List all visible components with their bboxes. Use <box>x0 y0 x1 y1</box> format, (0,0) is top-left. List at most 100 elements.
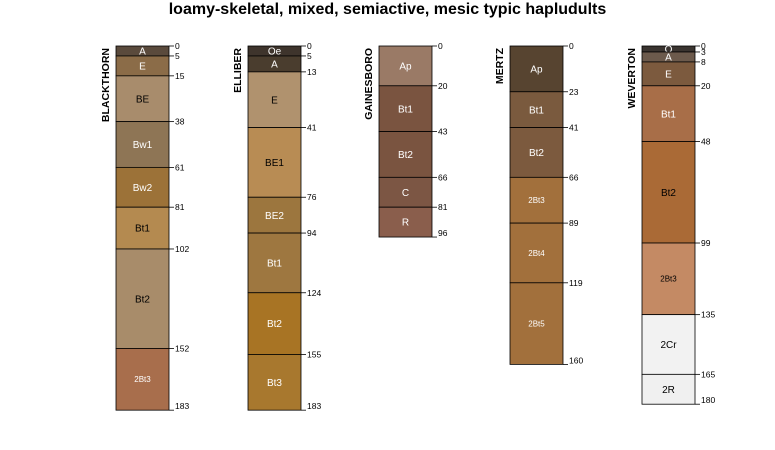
horizon-label: E <box>271 95 278 106</box>
horizon-label: 2Cr <box>660 340 677 351</box>
depth-tick-label: 135 <box>701 310 715 320</box>
profile-elliber: Oe A E BE1 BE2 Bt1 Bt2 Bt3 05 13 41 76 94 124 155 183 EL… <box>232 41 321 411</box>
depth-tick-label: 5 <box>175 51 180 61</box>
horizon-gainesboro-bt2 <box>378 131 433 178</box>
horizon-label: Bt1 <box>529 105 544 116</box>
horizon-label: BE1 <box>265 158 284 169</box>
horizon-label: Bt2 <box>529 148 544 159</box>
horizon-label: Ap <box>399 62 412 73</box>
depth-tick-label: 96 <box>438 228 448 238</box>
depth-tick-label: 8 <box>701 57 706 67</box>
profile-name-elliber: ELLIBER <box>232 48 244 93</box>
horizon-label: 2Bt3 <box>134 375 151 384</box>
depth-tick-label: 20 <box>438 81 448 91</box>
depth-tick-label: 0 <box>438 41 443 51</box>
horizon-blackthorn-bt2 <box>115 248 170 349</box>
horizon-label: Oe <box>268 47 282 58</box>
depth-tick-label: 155 <box>307 349 321 359</box>
depth-tick-label: 183 <box>307 401 321 411</box>
horizon-gainesboro-bt1 <box>378 85 433 132</box>
horizon-label: A <box>139 47 146 58</box>
horizon-gainesboro-r <box>378 206 433 238</box>
depth-tick-label: 165 <box>701 369 715 379</box>
profile-gainesboro: Ap Bt1 Bt2 C R 0 20 43 66 81 96 GAINESBORO <box>363 41 448 238</box>
depth-tick-label: 89 <box>569 218 579 228</box>
horizon-elliber-be1 <box>247 127 302 198</box>
horizon-blackthorn-bw1 <box>115 121 170 168</box>
horizon-label: Bt2 <box>661 188 676 199</box>
depth-tick-label: 183 <box>175 401 189 411</box>
profile-name-blackthorn: BLACKTHORN <box>100 48 112 122</box>
depth-tick-label: 5 <box>307 51 312 61</box>
depth-tick-label: 94 <box>307 228 317 238</box>
depth-tick-label: 102 <box>175 244 189 254</box>
horizon-mertz-bt2 <box>509 127 564 178</box>
horizon-gainesboro-c <box>378 176 433 208</box>
depth-tick-label: 41 <box>569 123 579 133</box>
horizon-label: 2Bt4 <box>528 249 545 258</box>
horizon-label: Bt1 <box>398 104 413 115</box>
profile-name-mertz: MERTZ <box>494 47 506 84</box>
horizon-label: Bt2 <box>267 319 282 330</box>
depth-tick-label: 66 <box>569 172 579 182</box>
horizon-gainesboro-ap <box>378 45 433 87</box>
horizon-weverton-bt1 <box>641 85 696 142</box>
chart-title: loamy-skeletal, mixed, semiactive, mesic… <box>168 1 607 18</box>
depth-tick-label: 13 <box>307 67 317 77</box>
depth-tick-label: 66 <box>438 172 448 182</box>
profile-name-gainesboro: GAINESBORO <box>363 48 375 120</box>
profile-blackthorn: AE BE Bw1 Bw2 Bt1 Bt2 2Bt3 05 15 38 61 81 102 152 183 B… <box>100 41 189 411</box>
horizon-weverton-bt2 <box>641 141 696 244</box>
horizon-mertz-ap <box>509 45 564 93</box>
horizon-blackthorn-2bt3 <box>115 348 170 411</box>
depth-tick-label: 119 <box>569 278 583 288</box>
horizon-label: 2Bt3 <box>528 196 545 205</box>
horizon-label: A <box>665 53 672 64</box>
horizon-weverton-2bt3 <box>641 242 696 316</box>
horizon-label: Ap <box>530 64 543 75</box>
depth-tick-label: 152 <box>175 343 189 353</box>
horizon-mertz-2bt5 <box>509 282 564 365</box>
depth-tick-label: 23 <box>569 87 579 97</box>
depth-tick-label: 0 <box>701 41 706 51</box>
horizon-mertz-2bt3 <box>509 176 564 224</box>
horizon-label: Bt1 <box>267 259 282 270</box>
horizon-elliber-bt1 <box>247 232 302 294</box>
horizon-blackthorn-bt1 <box>115 206 170 250</box>
horizon-label: Bt2 <box>135 294 150 305</box>
horizon-label: Bt2 <box>398 150 413 161</box>
depth-tick-label: 180 <box>701 395 715 405</box>
depth-tick-label: 48 <box>701 137 711 147</box>
horizon-label: Bw2 <box>133 183 153 194</box>
horizon-label: E <box>665 69 672 80</box>
depth-tick-label: 61 <box>175 162 185 172</box>
depth-tick-label: 124 <box>307 288 321 298</box>
depth-tick-label: 43 <box>438 127 448 137</box>
horizon-mertz-bt1 <box>509 91 564 128</box>
horizon-label: 2Bt5 <box>528 319 545 328</box>
horizon-label: BE2 <box>265 211 284 222</box>
depth-tick-label: 0 <box>175 41 180 51</box>
horizon-mertz-2bt4 <box>509 222 564 284</box>
horizon-label: R <box>402 218 409 229</box>
horizon-weverton-2r <box>641 373 696 405</box>
horizon-elliber-e <box>247 71 302 128</box>
horizon-elliber-be2 <box>247 196 302 234</box>
horizon-label: A <box>271 60 278 71</box>
profile-mertz: Ap Bt1 Bt2 2Bt3 2Bt4 2Bt5 0 23 41 66 89 119 160 MERTZ <box>494 41 583 365</box>
horizon-label: E <box>139 62 146 73</box>
horizon-weverton-2cr <box>641 314 696 375</box>
horizon-label: C <box>402 188 409 199</box>
horizon-label: BE <box>136 94 150 105</box>
depth-tick-label: 20 <box>701 81 711 91</box>
horizon-label: 2Bt3 <box>660 275 677 284</box>
horizon-label: 2R <box>662 385 675 396</box>
depth-tick-label: 160 <box>569 355 583 365</box>
horizon-blackthorn-be <box>115 75 170 123</box>
horizon-label: Bt1 <box>661 109 676 120</box>
depth-tick-label: 38 <box>175 117 185 127</box>
depth-tick-label: 0 <box>307 41 312 51</box>
horizon-label: Bt1 <box>135 224 150 235</box>
depth-tick-label: 99 <box>701 238 711 248</box>
